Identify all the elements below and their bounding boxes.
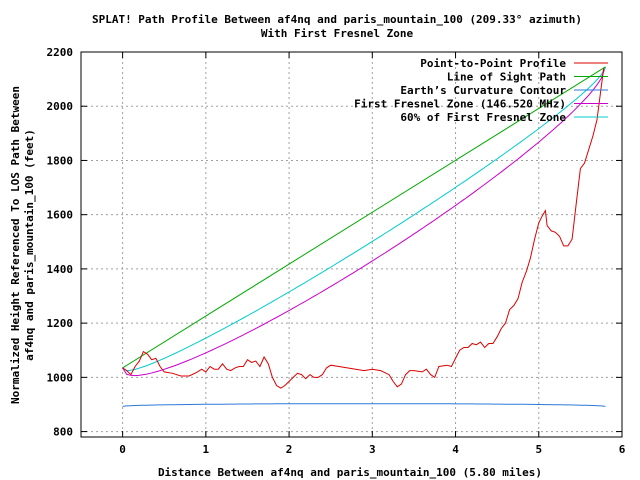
legend-label: Line of Sight Path bbox=[447, 71, 566, 84]
x-tick-label: 6 bbox=[619, 443, 626, 456]
y-tick-label: 1400 bbox=[47, 263, 74, 276]
axis-ticks: 0 1 2 3 4 5 6 800 1000 1200 1400 1600 1800 2000 2200 bbox=[47, 46, 626, 456]
x-axis-label: Distance Between af4nq and paris_mountai… bbox=[158, 466, 542, 479]
legend-label: 60% of First Fresnel Zone bbox=[400, 111, 566, 124]
legend-label: Earth’s Curvature Contour bbox=[400, 84, 566, 97]
series-line-of-sight-path bbox=[122, 66, 606, 369]
legend-label: Point-to-Point Profile bbox=[420, 57, 566, 70]
y-tick-label: 1000 bbox=[47, 371, 74, 384]
x-tick-label: 4 bbox=[452, 443, 459, 456]
x-tick-label: 0 bbox=[119, 443, 126, 456]
series-lines bbox=[122, 66, 606, 407]
x-tick-label: 1 bbox=[203, 443, 210, 456]
y-tick-label: 1600 bbox=[47, 209, 74, 222]
series-first-fresnel-zone bbox=[122, 66, 606, 377]
x-tick-label: 2 bbox=[286, 443, 293, 456]
grid-lines bbox=[81, 52, 622, 437]
series-point-to-point-profile bbox=[122, 68, 605, 389]
y-axis-label-line1: Normalized Height Referenced To LOS Path… bbox=[9, 86, 22, 404]
series-60pct-fresnel-zone bbox=[122, 66, 606, 372]
chart-subtitle: With First Fresnel Zone bbox=[261, 27, 414, 40]
chart-title: SPLAT! Path Profile Between af4nq and pa… bbox=[92, 13, 582, 26]
series-earth-curvature-contour bbox=[122, 403, 606, 407]
y-tick-label: 800 bbox=[53, 426, 73, 439]
x-tick-label: 3 bbox=[369, 443, 376, 456]
x-tick-label: 5 bbox=[535, 443, 542, 456]
legend-label: First Fresnel Zone (146.520 MHz) bbox=[354, 98, 566, 111]
y-tick-label: 1200 bbox=[47, 317, 74, 330]
y-tick-label: 1800 bbox=[47, 154, 74, 167]
y-axis-label-line2: af4nq and paris_mountain_100 (feet) bbox=[23, 129, 36, 361]
plot-frame bbox=[80, 51, 623, 438]
y-tick-label: 2000 bbox=[47, 100, 74, 113]
y-tick-label: 2200 bbox=[47, 46, 74, 59]
